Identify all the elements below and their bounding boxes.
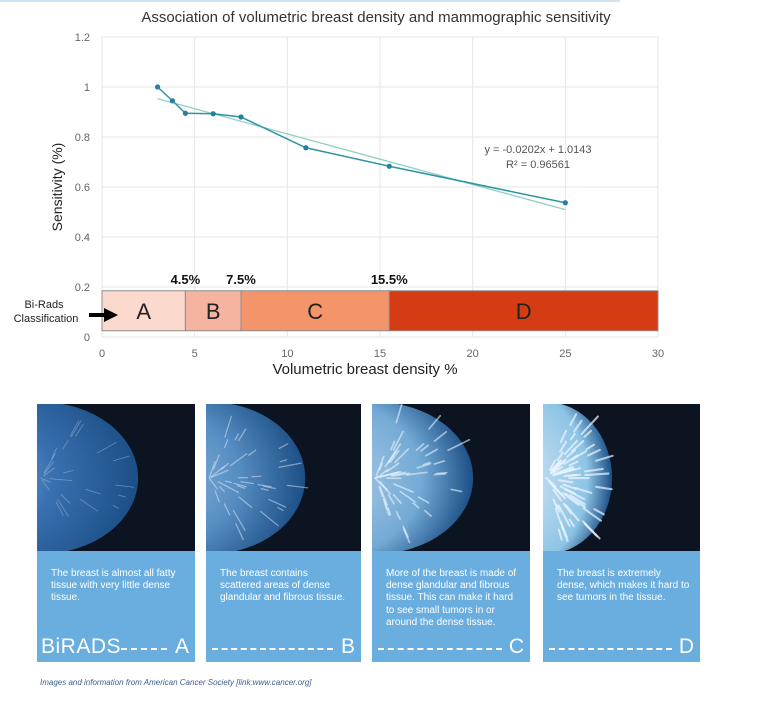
- y-tick-label: 0.8: [75, 132, 90, 144]
- data-point: [182, 110, 188, 116]
- x-tick-label: 0: [99, 348, 105, 360]
- x-tick-label: 25: [559, 348, 571, 360]
- mammogram-image: [206, 404, 361, 551]
- dashed-rule: [549, 648, 672, 650]
- birads-band-label: A: [136, 299, 151, 324]
- density-description: More of the breast is made of dense glan…: [386, 568, 517, 628]
- birads-panel-b: The breast contains scattered areas of d…: [206, 404, 361, 662]
- birads-panel-a: The breast is almost all fatty tissue wi…: [37, 404, 195, 662]
- top-divider: [0, 0, 620, 2]
- density-description: The breast is almost all fatty tissue wi…: [51, 568, 176, 604]
- x-tick-label: 10: [281, 348, 293, 360]
- data-point: [238, 114, 244, 120]
- data-point: [303, 145, 309, 151]
- x-tick-label: 20: [467, 348, 479, 360]
- threshold-label: 4.5%: [171, 272, 201, 287]
- birads-band-label: B: [206, 299, 221, 324]
- source-credit: Images and information from American Can…: [40, 678, 312, 687]
- x-tick-label: 30: [652, 348, 664, 360]
- threshold-label: 7.5%: [226, 272, 256, 287]
- birads-panel-c: More of the breast is made of dense glan…: [372, 404, 530, 662]
- density-description: The breast contains scattered areas of d…: [220, 568, 346, 604]
- data-point: [386, 163, 392, 169]
- chart-title: Association of volumetric breast density…: [141, 9, 611, 26]
- mammogram-image: [543, 404, 700, 551]
- arrow-head: [104, 308, 118, 322]
- data-point: [210, 111, 216, 117]
- y-tick-label: 0.6: [75, 182, 90, 194]
- birads-grade-row: BiRADS A: [37, 632, 195, 662]
- dashed-rule: [212, 648, 333, 650]
- mammogram-image: [37, 404, 195, 551]
- sensitivity-line: [157, 86, 566, 204]
- trendline-equation: y = -0.0202x + 1.0143: [484, 144, 591, 156]
- y-axis-label: Sensitivity (%): [49, 143, 65, 232]
- birads-grade: B: [340, 635, 355, 658]
- threshold-label: 15.5%: [371, 272, 408, 287]
- birads-grade-row: B: [206, 632, 361, 662]
- birads-prefix: BiRADS: [41, 635, 122, 658]
- birads-band-b: [184, 290, 242, 332]
- data-point: [169, 98, 176, 104]
- dashed-rule: [378, 648, 502, 650]
- classification-label: Classification: [14, 313, 79, 325]
- x-tick-label: 15: [374, 348, 386, 360]
- trendline: [157, 97, 566, 211]
- y-tick-label: 0: [84, 332, 90, 344]
- birads-grade: D: [678, 635, 694, 658]
- y-tick-label: 0.4: [75, 232, 90, 244]
- birads-band-c: [240, 290, 390, 332]
- x-tick-label: 5: [192, 348, 198, 360]
- y-tick-label: 0.2: [75, 282, 90, 294]
- birads-band-d: [388, 290, 659, 332]
- birads-grade-row: D: [543, 632, 700, 662]
- y-tick-label: 1.2: [75, 32, 90, 44]
- data-point: [155, 84, 161, 90]
- sensitivity-chart: Association of volumetric breast density…: [14, 9, 665, 378]
- birads-panel-d: The breast is extremely dense, which mak…: [543, 404, 700, 662]
- trendline-r2: R² = 0.96561: [506, 159, 570, 171]
- data-point: [562, 200, 568, 206]
- dashed-rule: [121, 648, 167, 650]
- birads-band-label: C: [307, 299, 323, 324]
- classification-label: Bi-Rads: [24, 299, 64, 311]
- birads-band-a: [101, 290, 186, 332]
- birads-grade: C: [508, 635, 524, 658]
- y-tick-label: 1: [84, 82, 90, 94]
- x-axis-label: Volumetric breast density %: [272, 361, 457, 378]
- birads-grade-row: C: [372, 632, 530, 662]
- birads-band-label: D: [516, 299, 532, 324]
- density-description: The breast is extremely dense, which mak…: [557, 568, 690, 604]
- mammogram-image: [372, 404, 530, 551]
- birads-grade: A: [174, 635, 189, 658]
